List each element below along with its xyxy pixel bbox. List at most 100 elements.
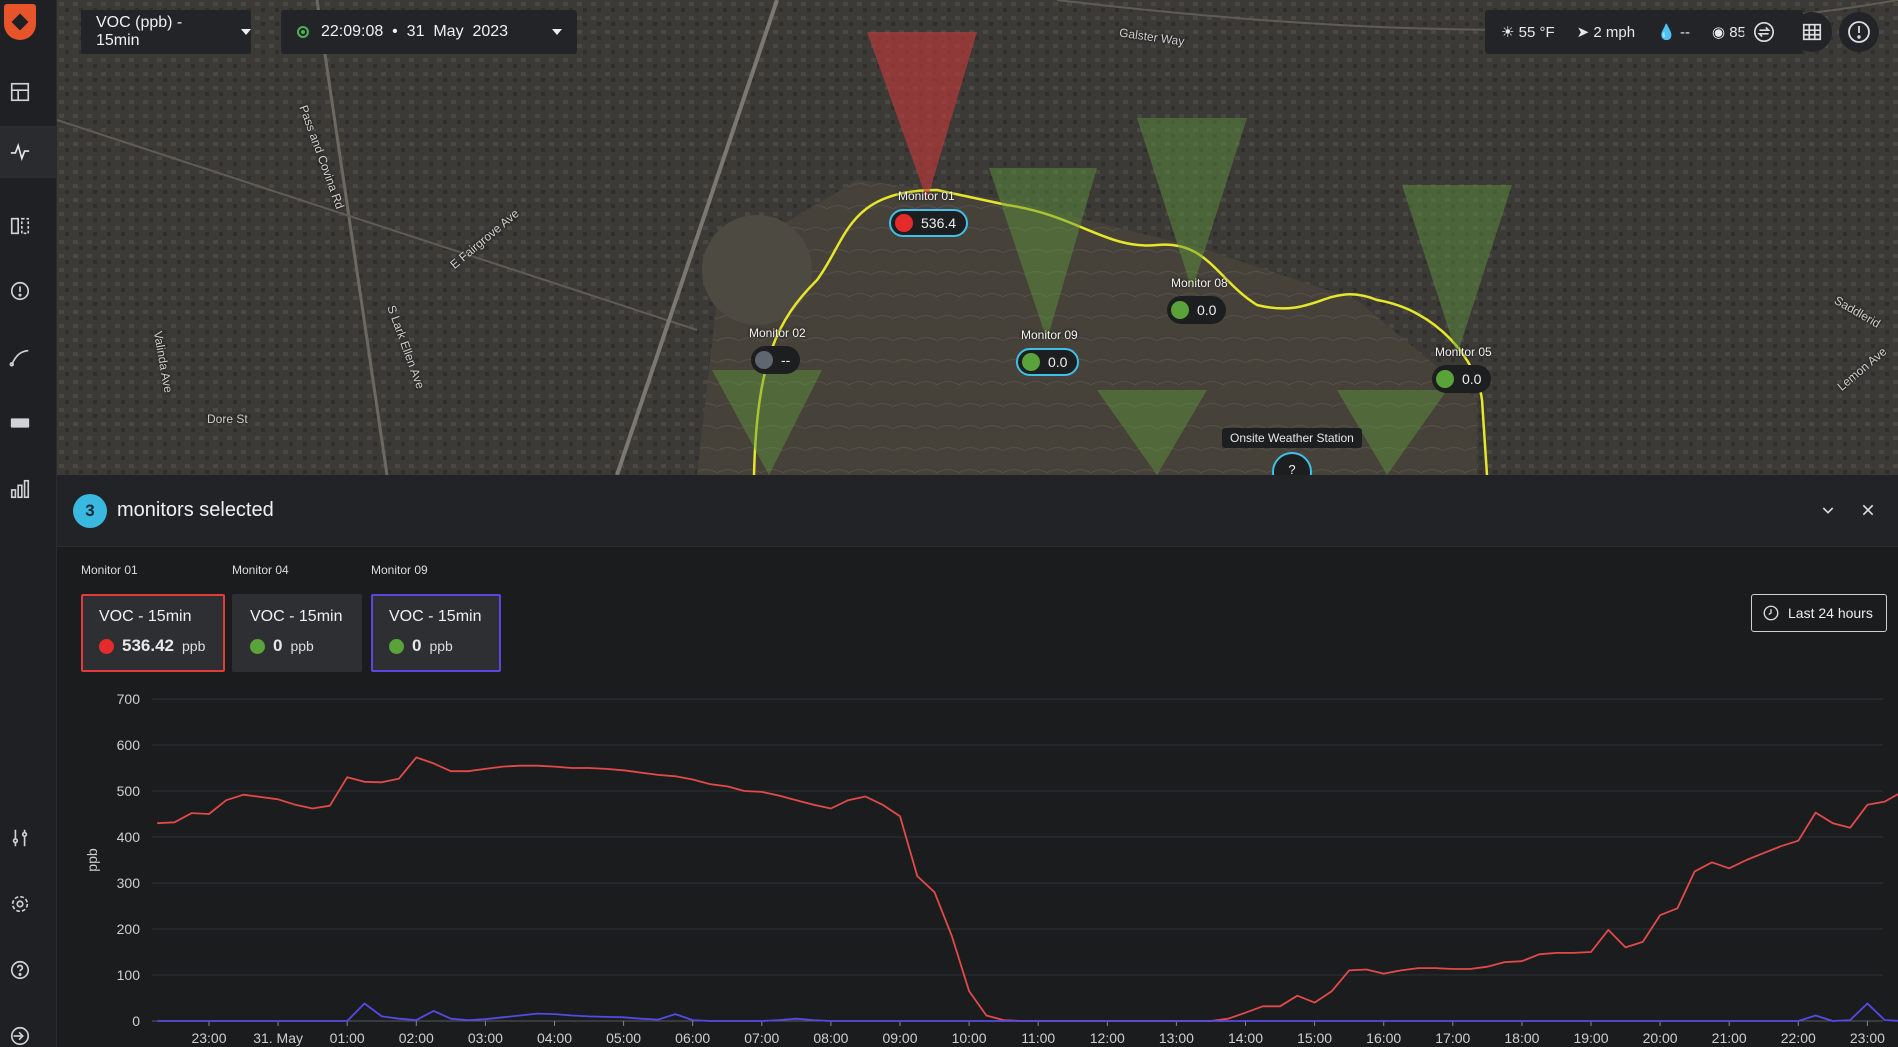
x-tick-label: 17:00: [1435, 1030, 1470, 1046]
trend-icon[interactable]: [0, 331, 40, 383]
x-tick-label: 02:00: [399, 1030, 434, 1046]
x-tick-label: 15:00: [1297, 1030, 1332, 1046]
x-tick-label: 12:00: [1090, 1030, 1125, 1046]
time-select[interactable]: 22:09:08 • 31 May 2023: [281, 10, 577, 54]
weather-station-badge: ?: [1288, 462, 1296, 475]
card-metric: VOC - 15min: [99, 608, 192, 625]
monitor-card[interactable]: VOC - 15min 536.42 ppb: [81, 594, 225, 672]
metric-select-value: VOC (ppb) - 15min: [96, 14, 183, 49]
y-tick-label: 700: [117, 691, 141, 707]
x-tick-label: 21:00: [1712, 1030, 1747, 1046]
close-icon[interactable]: [1853, 495, 1883, 525]
monitor-value: 536.4: [921, 215, 957, 231]
series-line-2: [157, 1002, 1898, 1022]
x-tick-label: 18:00: [1504, 1030, 1539, 1046]
sidebar: [0, 0, 57, 1047]
alert-icon[interactable]: [1839, 12, 1879, 52]
live-status-icon: [297, 26, 309, 38]
y-tick-label: 600: [117, 737, 141, 753]
monitor-marker[interactable]: --: [751, 346, 801, 374]
status-dot: [1436, 370, 1454, 388]
time-range-button[interactable]: Last 24 hours: [1751, 594, 1887, 632]
x-tick-label: 04:00: [537, 1030, 572, 1046]
map-view[interactable]: Pass and Covina Rd E Fairgrove Ave S Lar…: [57, 0, 1898, 475]
alert-icon[interactable]: [0, 265, 40, 317]
x-tick-label: 05:00: [606, 1030, 641, 1046]
x-tick-label: 19:00: [1573, 1030, 1608, 1046]
y-tick-label: 500: [117, 783, 141, 799]
status-dot: [250, 638, 265, 654]
x-tick-label: 14:00: [1228, 1030, 1263, 1046]
x-tick-label: 13:00: [1159, 1030, 1194, 1046]
y-tick-label: 200: [117, 921, 141, 937]
card-metric: VOC - 15min: [389, 608, 482, 625]
card-unit: ppb: [290, 638, 314, 654]
x-tick-label: 22:00: [1781, 1030, 1816, 1046]
monitor-marker[interactable]: 536.4: [889, 209, 969, 237]
panel-title: monitors selected: [117, 499, 274, 521]
x-tick-label: 20:00: [1643, 1030, 1678, 1046]
x-tick-label: 16:00: [1366, 1030, 1401, 1046]
logout-icon[interactable]: [0, 1010, 40, 1047]
x-tick-label: 07:00: [744, 1030, 779, 1046]
status-dot: [1171, 301, 1189, 319]
chevron-down-icon: [241, 29, 251, 35]
monitor-value: 0.0: [1048, 354, 1068, 370]
monitor-marker[interactable]: 0.0: [1016, 348, 1080, 376]
card-monitor-name: Monitor 09: [371, 563, 428, 577]
time-select-value: 22:09:08 • 31 May 2023: [321, 23, 509, 40]
bar-chart-icon[interactable]: [0, 463, 40, 515]
monitor-label: Monitor 01: [898, 189, 955, 203]
monitor-card[interactable]: VOC - 15min 0 ppb: [232, 594, 362, 672]
sliders-icon[interactable]: [0, 812, 40, 864]
status-dot: [99, 638, 114, 654]
collapse-icon[interactable]: [1813, 495, 1843, 525]
monitor-card[interactable]: VOC - 15min 0 ppb: [371, 594, 501, 672]
monitor-label: Monitor 02: [749, 326, 806, 340]
card-value: 536.42: [122, 636, 174, 655]
x-tick-label: 06:00: [675, 1030, 710, 1046]
card-metric: VOC - 15min: [250, 608, 343, 625]
x-tick-label: 10:00: [952, 1030, 987, 1046]
app-logo[interactable]: [4, 4, 36, 40]
status-dot: [389, 638, 404, 654]
temperature-reading: ☀ 55 °F: [1501, 24, 1555, 41]
y-axis-label: ppb: [84, 848, 100, 872]
y-tick-label: 400: [117, 829, 141, 845]
ticket-icon[interactable]: [0, 397, 40, 449]
monitor-label: Monitor 08: [1171, 276, 1228, 290]
compare-icon[interactable]: [0, 200, 40, 252]
card-monitor-name: Monitor 01: [81, 563, 138, 577]
x-tick-label: 23:00: [1850, 1030, 1885, 1046]
monitor-marker[interactable]: 0.0: [1167, 296, 1227, 324]
selected-count: 3: [73, 493, 107, 528]
series-line-1: [157, 756, 1898, 1022]
panel-header: 3 monitors selected: [57, 475, 1898, 547]
y-tick-label: 0: [132, 1013, 140, 1029]
wind-reading: ➤ 2 mph: [1576, 24, 1636, 41]
y-tick-label: 100: [117, 967, 141, 983]
swap-icon[interactable]: [1744, 12, 1784, 52]
x-tick-label: 03:00: [468, 1030, 503, 1046]
card-value: 0: [412, 636, 422, 655]
card-unit: ppb: [429, 638, 453, 654]
x-tick-label: 09:00: [882, 1030, 917, 1046]
dashboard-icon[interactable]: [0, 66, 40, 118]
chevron-down-icon: [552, 29, 563, 35]
rain-reading: 💧 --: [1657, 24, 1690, 41]
weather-station-label: Onsite Weather Station: [1222, 428, 1362, 448]
x-tick-label: 08:00: [813, 1030, 848, 1046]
x-tick-label: 11:00: [1021, 1030, 1055, 1046]
activity-icon[interactable]: [0, 126, 57, 178]
voc-line-chart: 0 100 200 300 400 500 600 700 ppb 23:00 31. May 01:…: [84, 691, 1898, 1046]
time-range-label: Last 24 hours: [1788, 605, 1873, 621]
monitor-marker[interactable]: 0.0: [1432, 365, 1492, 393]
card-unit: ppb: [182, 638, 206, 654]
help-icon[interactable]: [0, 944, 40, 996]
grid-icon[interactable]: [1792, 12, 1832, 52]
x-tick-label: 01:00: [330, 1030, 365, 1046]
status-dot: [1022, 353, 1040, 371]
gear-icon[interactable]: [0, 878, 40, 930]
metric-select[interactable]: VOC (ppb) - 15min: [81, 10, 251, 54]
street-label: Dore St: [207, 412, 248, 426]
